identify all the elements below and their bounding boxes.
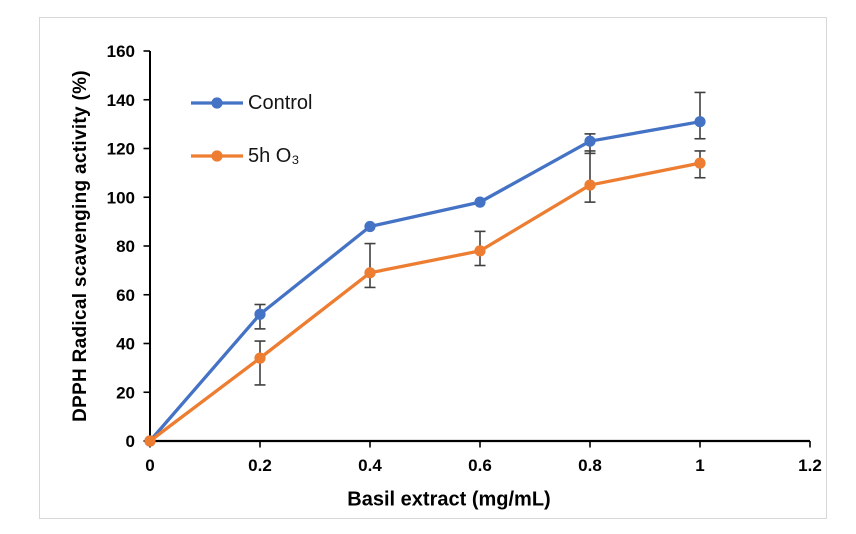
x-tick-label: 0: [145, 456, 154, 475]
series-marker-5h-o: [144, 435, 156, 447]
x-tick-label: 1: [695, 456, 704, 475]
y-axis-title: DPPH Radical scavenging activity (%): [70, 70, 91, 422]
x-tick-label: 0.6: [468, 456, 492, 475]
y-tick-label: 80: [116, 237, 135, 256]
series-marker-5h-o: [584, 179, 596, 191]
series-marker-5h-o: [694, 157, 706, 169]
y-tick-label: 100: [107, 188, 135, 207]
y-tick-label: 160: [107, 42, 135, 61]
legend-swatch-5h-o: [191, 150, 243, 162]
figure-border: [39, 17, 827, 519]
series-line-5h-o: [148, 161, 702, 443]
x-tick-label: 1.2: [798, 456, 822, 475]
legend-marker: [211, 150, 223, 162]
series-marker-control: [474, 196, 486, 208]
series-line-control: [148, 120, 702, 443]
series-marker-5h-o: [474, 245, 486, 257]
x-tick-label: 0.2: [248, 456, 272, 475]
y-tick-label: 0: [126, 432, 135, 451]
legend: Control 5h O₃: [190, 89, 312, 195]
y-tick-label: 140: [107, 91, 135, 110]
series-marker-control: [584, 135, 596, 147]
series-marker-control: [364, 220, 376, 233]
legend-item-control: Control: [190, 89, 312, 117]
series-marker-control: [694, 116, 706, 128]
legend-swatch-control: [191, 97, 243, 109]
legend-label: 5h O₃: [248, 145, 300, 167]
y-tick-label: 120: [107, 140, 135, 159]
x-tick-label: 0.4: [358, 456, 382, 475]
x-axis-title: Basil extract (mg/mL): [347, 488, 551, 511]
legend-item-5h-o: 5h O₃: [190, 142, 312, 170]
series-marker-5h-o: [254, 352, 266, 364]
y-tick-label: 40: [116, 335, 135, 354]
legend-marker: [211, 97, 223, 109]
series-marker-control: [254, 308, 266, 320]
series-marker-5h-o: [364, 267, 376, 279]
y-tick-label: 20: [116, 383, 135, 402]
legend-label: Control: [248, 92, 313, 114]
x-tick-label: 0.8: [578, 456, 602, 475]
y-tick-label: 60: [116, 286, 135, 305]
